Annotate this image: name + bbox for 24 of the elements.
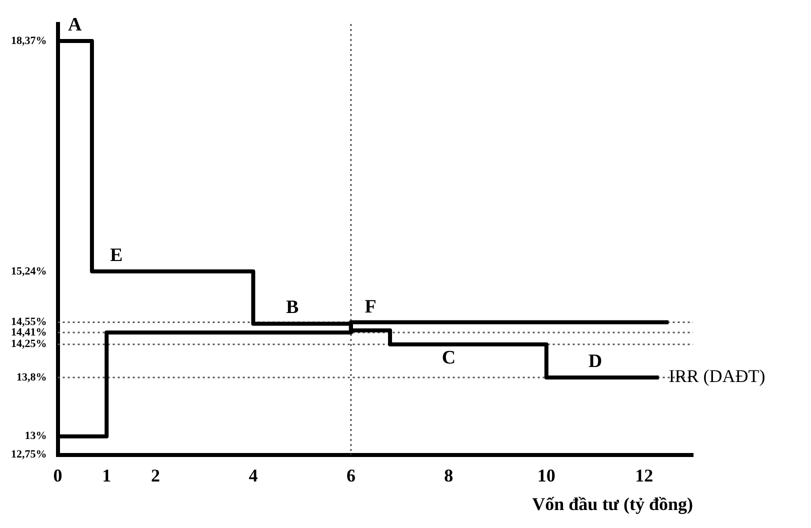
y-tick-label: 14,41% [11,326,47,338]
series-label: IRR (DAĐT) [668,366,766,386]
y-tick-label: 18,37% [11,34,47,47]
x-tick-label: 1 [102,465,112,486]
y-tick-label: 15,24% [11,265,47,278]
annotation: C [442,348,456,369]
x-tick-label: 6 [346,465,356,486]
x-tick-label: 12 [635,465,654,486]
annotation: F [364,296,376,318]
annotation: A [68,14,82,36]
y-tick-label: 13% [24,430,47,442]
x-tick-label: 4 [248,465,258,486]
x-axis-title: Vốn đầu tư (tỷ đồng) [532,494,693,514]
y-tick-label: 13,8% [16,371,47,384]
x-tick-label: 0 [53,465,62,486]
x-tick-label: 10 [537,465,556,486]
x-tick-label: 8 [444,465,454,486]
y-tick-label: 12,75% [11,448,47,461]
y-tick-label: 14,25% [11,338,47,350]
annotation: B [286,297,299,318]
x-tick-label: 2 [150,465,160,486]
annotation: D [588,350,602,372]
y-tick-label: 14,55% [11,316,47,328]
annotation: E [110,244,123,266]
